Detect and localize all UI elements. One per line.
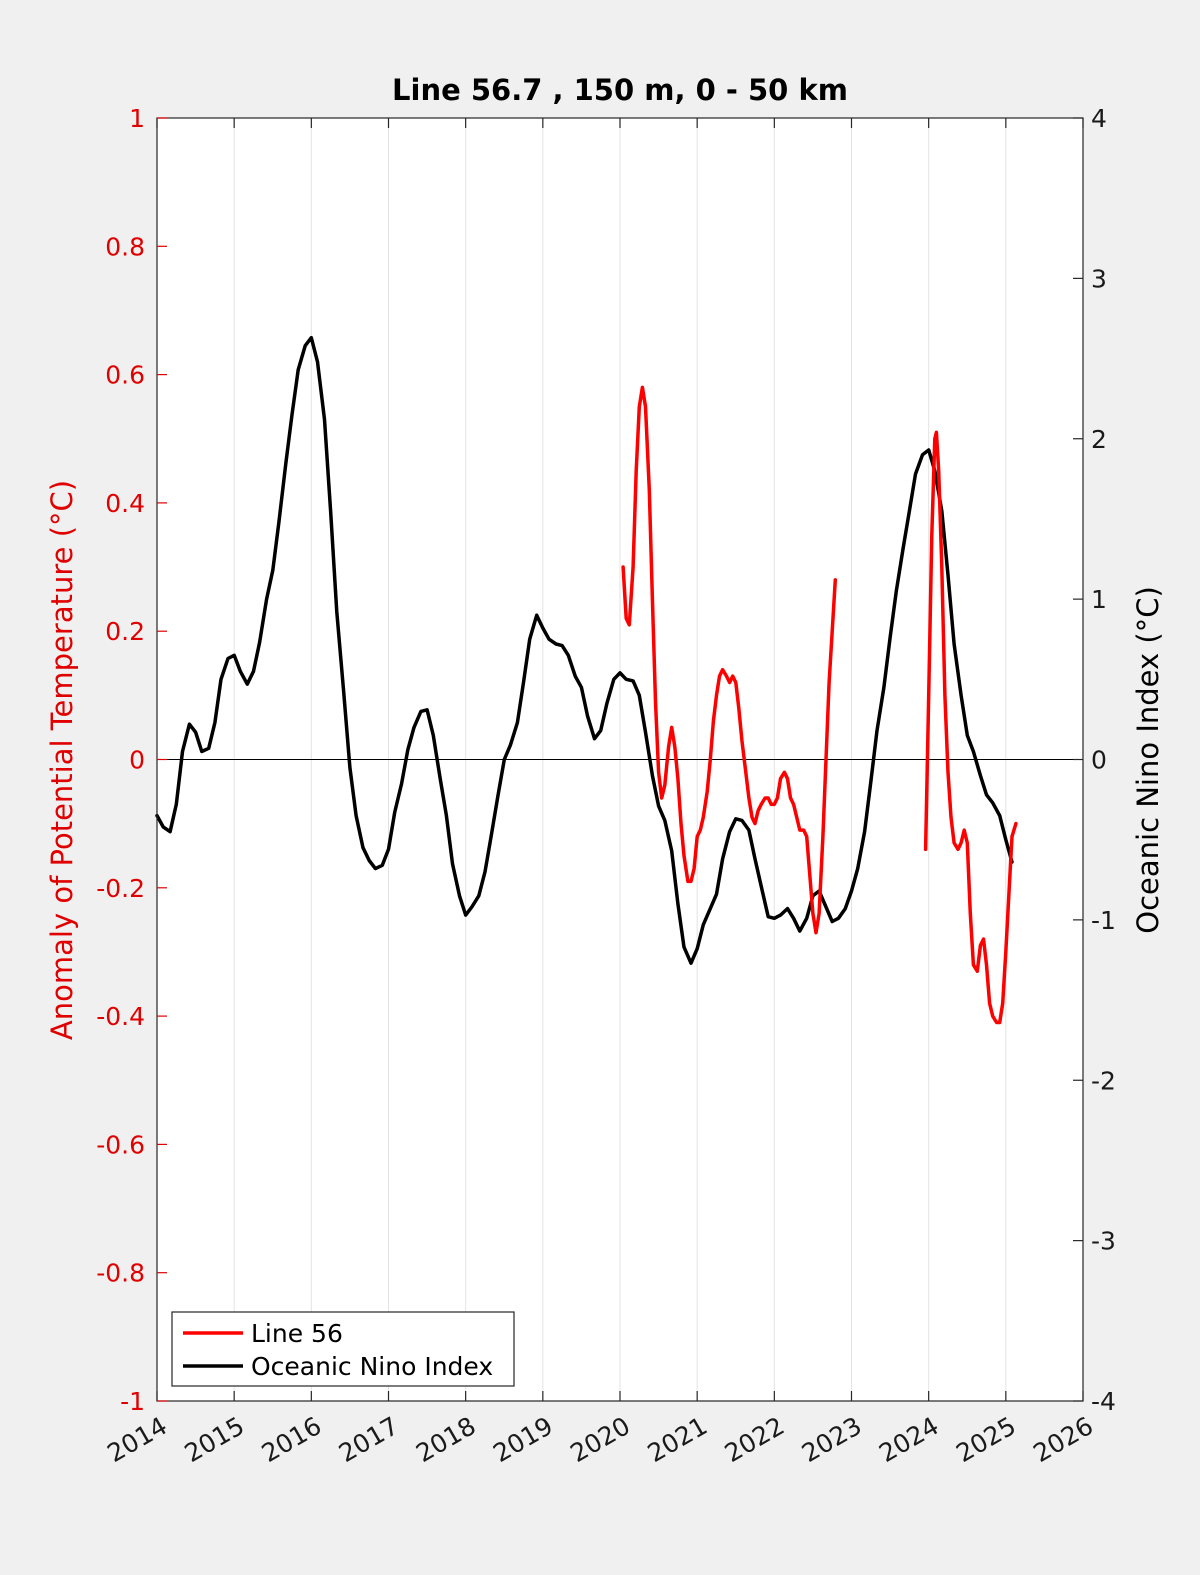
y-left-tick-label: 0.4 <box>105 489 145 518</box>
legend: Line 56 Oceanic Nino Index <box>171 1311 515 1387</box>
y-right-tick-label: -2 <box>1091 1066 1116 1095</box>
x-tick-label: 2022 <box>720 1411 790 1468</box>
chart-title: Line 56.7 , 150 m, 0 - 50 km <box>392 73 848 107</box>
x-tick-label: 2019 <box>488 1411 558 1468</box>
legend-label-line56: Line 56 <box>251 1319 343 1348</box>
series-line56 <box>621 385 838 935</box>
legend-label-oni: Oceanic Nino Index <box>251 1352 493 1381</box>
y-right-tick-label: -1 <box>1091 906 1116 935</box>
x-tick-label: 2026 <box>1028 1411 1098 1468</box>
x-tick-label: 2023 <box>797 1411 867 1468</box>
y-left-tick-label: -1 <box>120 1387 145 1416</box>
y-axis-right-label: Oceanic Nino Index (°C) <box>1131 586 1165 934</box>
y-left-tick-label: -0.4 <box>96 1002 145 1031</box>
y-left-tick-label: -0.2 <box>96 874 145 903</box>
legend-box <box>171 1311 515 1387</box>
y-left-tick-label: -0.6 <box>96 1130 145 1159</box>
y-right-tick-label: 4 <box>1091 104 1107 133</box>
y-right-tick-label: 3 <box>1091 264 1107 293</box>
y-axis-left-label: Anomaly of Potential Temperature (°C) <box>45 480 79 1040</box>
x-tick-label: 2021 <box>643 1411 713 1468</box>
y-right-tick-label: -3 <box>1091 1227 1116 1256</box>
x-tick-label: 2020 <box>565 1411 635 1468</box>
x-tick-label: 2024 <box>874 1411 944 1468</box>
y-right-tick-label: -4 <box>1091 1387 1116 1416</box>
y-right-tick-label: 0 <box>1091 746 1107 775</box>
x-tick-label: 2017 <box>334 1411 404 1468</box>
y-left-tick-label: 0.2 <box>105 617 145 646</box>
y-left-tick-label: 0.8 <box>105 232 145 261</box>
x-tick-label: 2018 <box>411 1411 481 1468</box>
y-right-tick-label: 1 <box>1091 585 1107 614</box>
series-line56 <box>923 430 1018 1025</box>
y-left-tick-label: 0 <box>129 746 145 775</box>
x-tick-label: 2025 <box>951 1411 1021 1468</box>
tick-marks <box>156 117 1084 1402</box>
x-tick-label: 2014 <box>102 1411 172 1468</box>
x-tick-label: 2016 <box>257 1411 327 1468</box>
y-left-tick-label: 1 <box>129 104 145 133</box>
x-tick-label: 2015 <box>180 1411 250 1468</box>
y-left-tick-label: 0.6 <box>105 361 145 390</box>
series-layer <box>155 335 1018 1025</box>
y-left-tick-label: -0.8 <box>96 1259 145 1288</box>
series-oni <box>155 335 1014 965</box>
y-right-tick-label: 2 <box>1091 425 1107 454</box>
